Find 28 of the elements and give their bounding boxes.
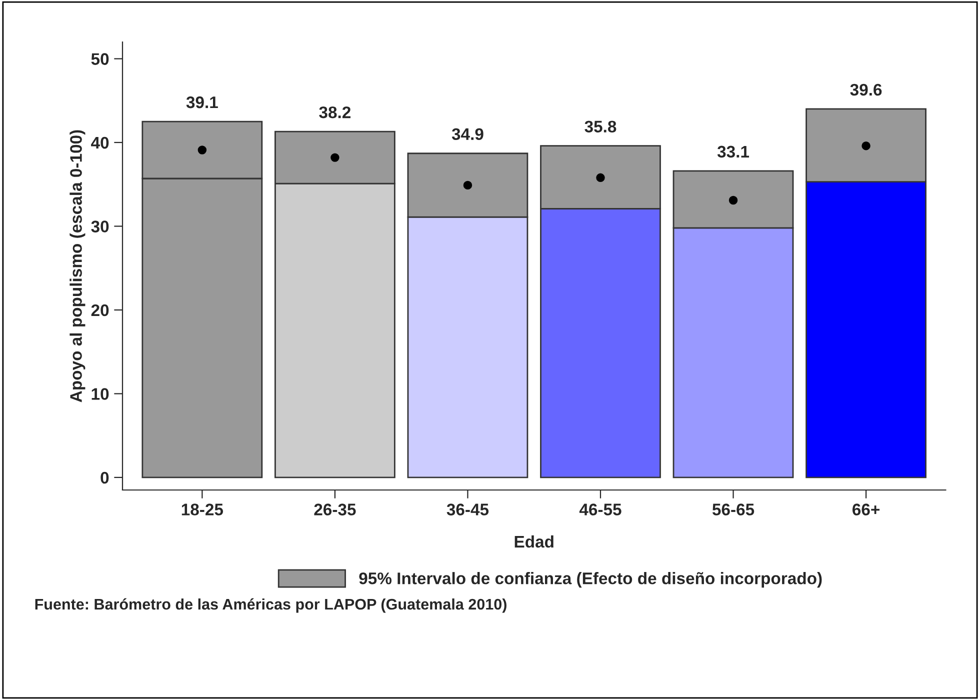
y-tick-label: 20: [91, 304, 109, 316]
data-label: 33.1: [717, 146, 750, 158]
x-tick-label: 26-35: [314, 504, 356, 516]
data-label: 39.6: [850, 84, 882, 96]
y-tick-label: 30: [91, 220, 109, 232]
y-axis-title: Apoyo al populismo (escala 0-100): [70, 130, 86, 402]
x-tick-label: 46-55: [579, 504, 622, 516]
y-tick-label: 0: [100, 472, 109, 484]
point: [596, 173, 605, 182]
data-label: 35.8: [584, 120, 616, 133]
x-tick-label: 36-45: [446, 504, 489, 516]
legend-label: 95% Intervalo de confianza (Efecto de diseño incorporado): [359, 572, 822, 588]
data-label: 38.2: [319, 106, 350, 118]
y-tick-label: 50: [91, 53, 109, 65]
x-tick-label: 18-25: [182, 504, 224, 516]
x-axis-title: Edad: [514, 535, 554, 548]
point: [330, 153, 340, 162]
point: [862, 141, 870, 150]
source-note: Fuente: Barómetro de las Américas por LAPOP (Guatemala 2010): [35, 598, 506, 613]
point: [463, 180, 472, 190]
y-tick-label: 40: [91, 136, 109, 149]
data-label: 34.9: [452, 128, 484, 140]
x-tick-label: 56-65: [712, 504, 754, 516]
x-tick-label: 66+: [852, 504, 880, 516]
y-tick-label: 10: [92, 388, 109, 400]
point: [198, 146, 207, 154]
point: [728, 196, 738, 205]
data-label: 39.1: [186, 96, 218, 108]
